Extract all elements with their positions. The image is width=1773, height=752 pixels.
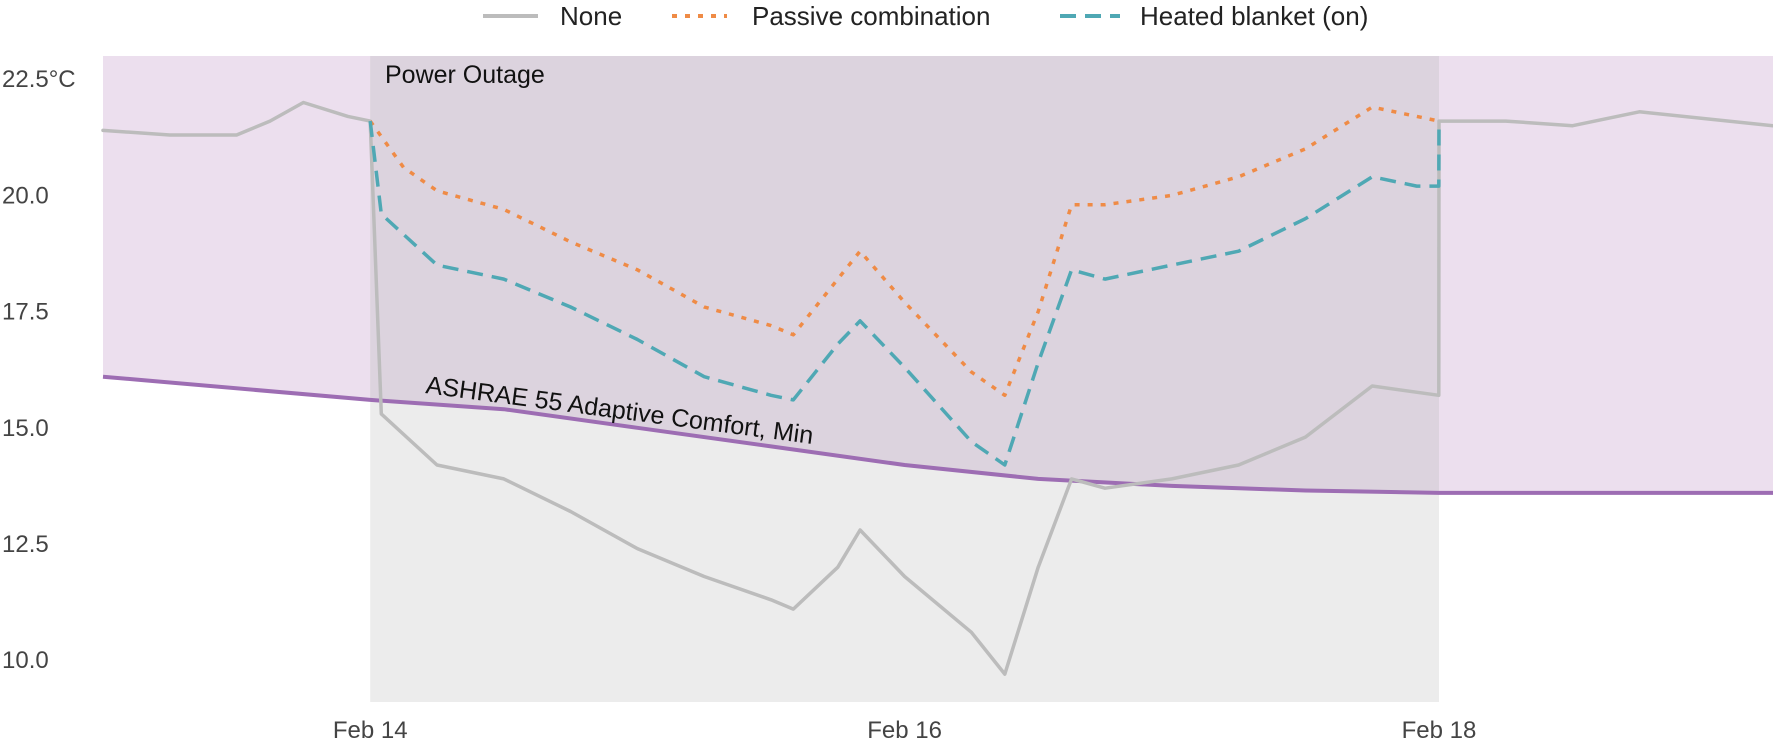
y-tick-label: 17.5 [2,299,49,326]
outage-label: Power Outage [385,61,545,89]
y-tick-label: 10.0 [2,647,49,674]
series-line-heated-blanket [368,120,1441,467]
y-tick-label: 20.0 [2,182,49,209]
x-tick-label: Feb 14 [333,717,408,744]
outage-comfort-overlap [370,56,1440,493]
legend-label-blanket: Heated blanket (on) [1140,1,1368,31]
series-lines [101,100,1773,676]
x-tick-label: Feb 16 [867,717,942,744]
x-axis: Feb 14 Feb 16 Feb 18 [333,717,1477,744]
y-tick-label: 12.5 [2,531,49,558]
y-tick-label: 22.5°C [2,66,76,93]
legend: None Passive combination Heated blanket … [483,1,1368,31]
plot-background [103,56,1773,702]
y-axis: 22.5°C 20.0 17.5 15.0 12.5 10.0 [2,66,76,674]
legend-label-passive: Passive combination [752,1,990,31]
y-tick-label: 15.0 [2,415,49,442]
legend-label-none: None [560,1,622,31]
x-tick-label: Feb 18 [1402,717,1477,744]
series-line-none [101,100,1773,676]
comfort-min-line [102,374,1773,495]
